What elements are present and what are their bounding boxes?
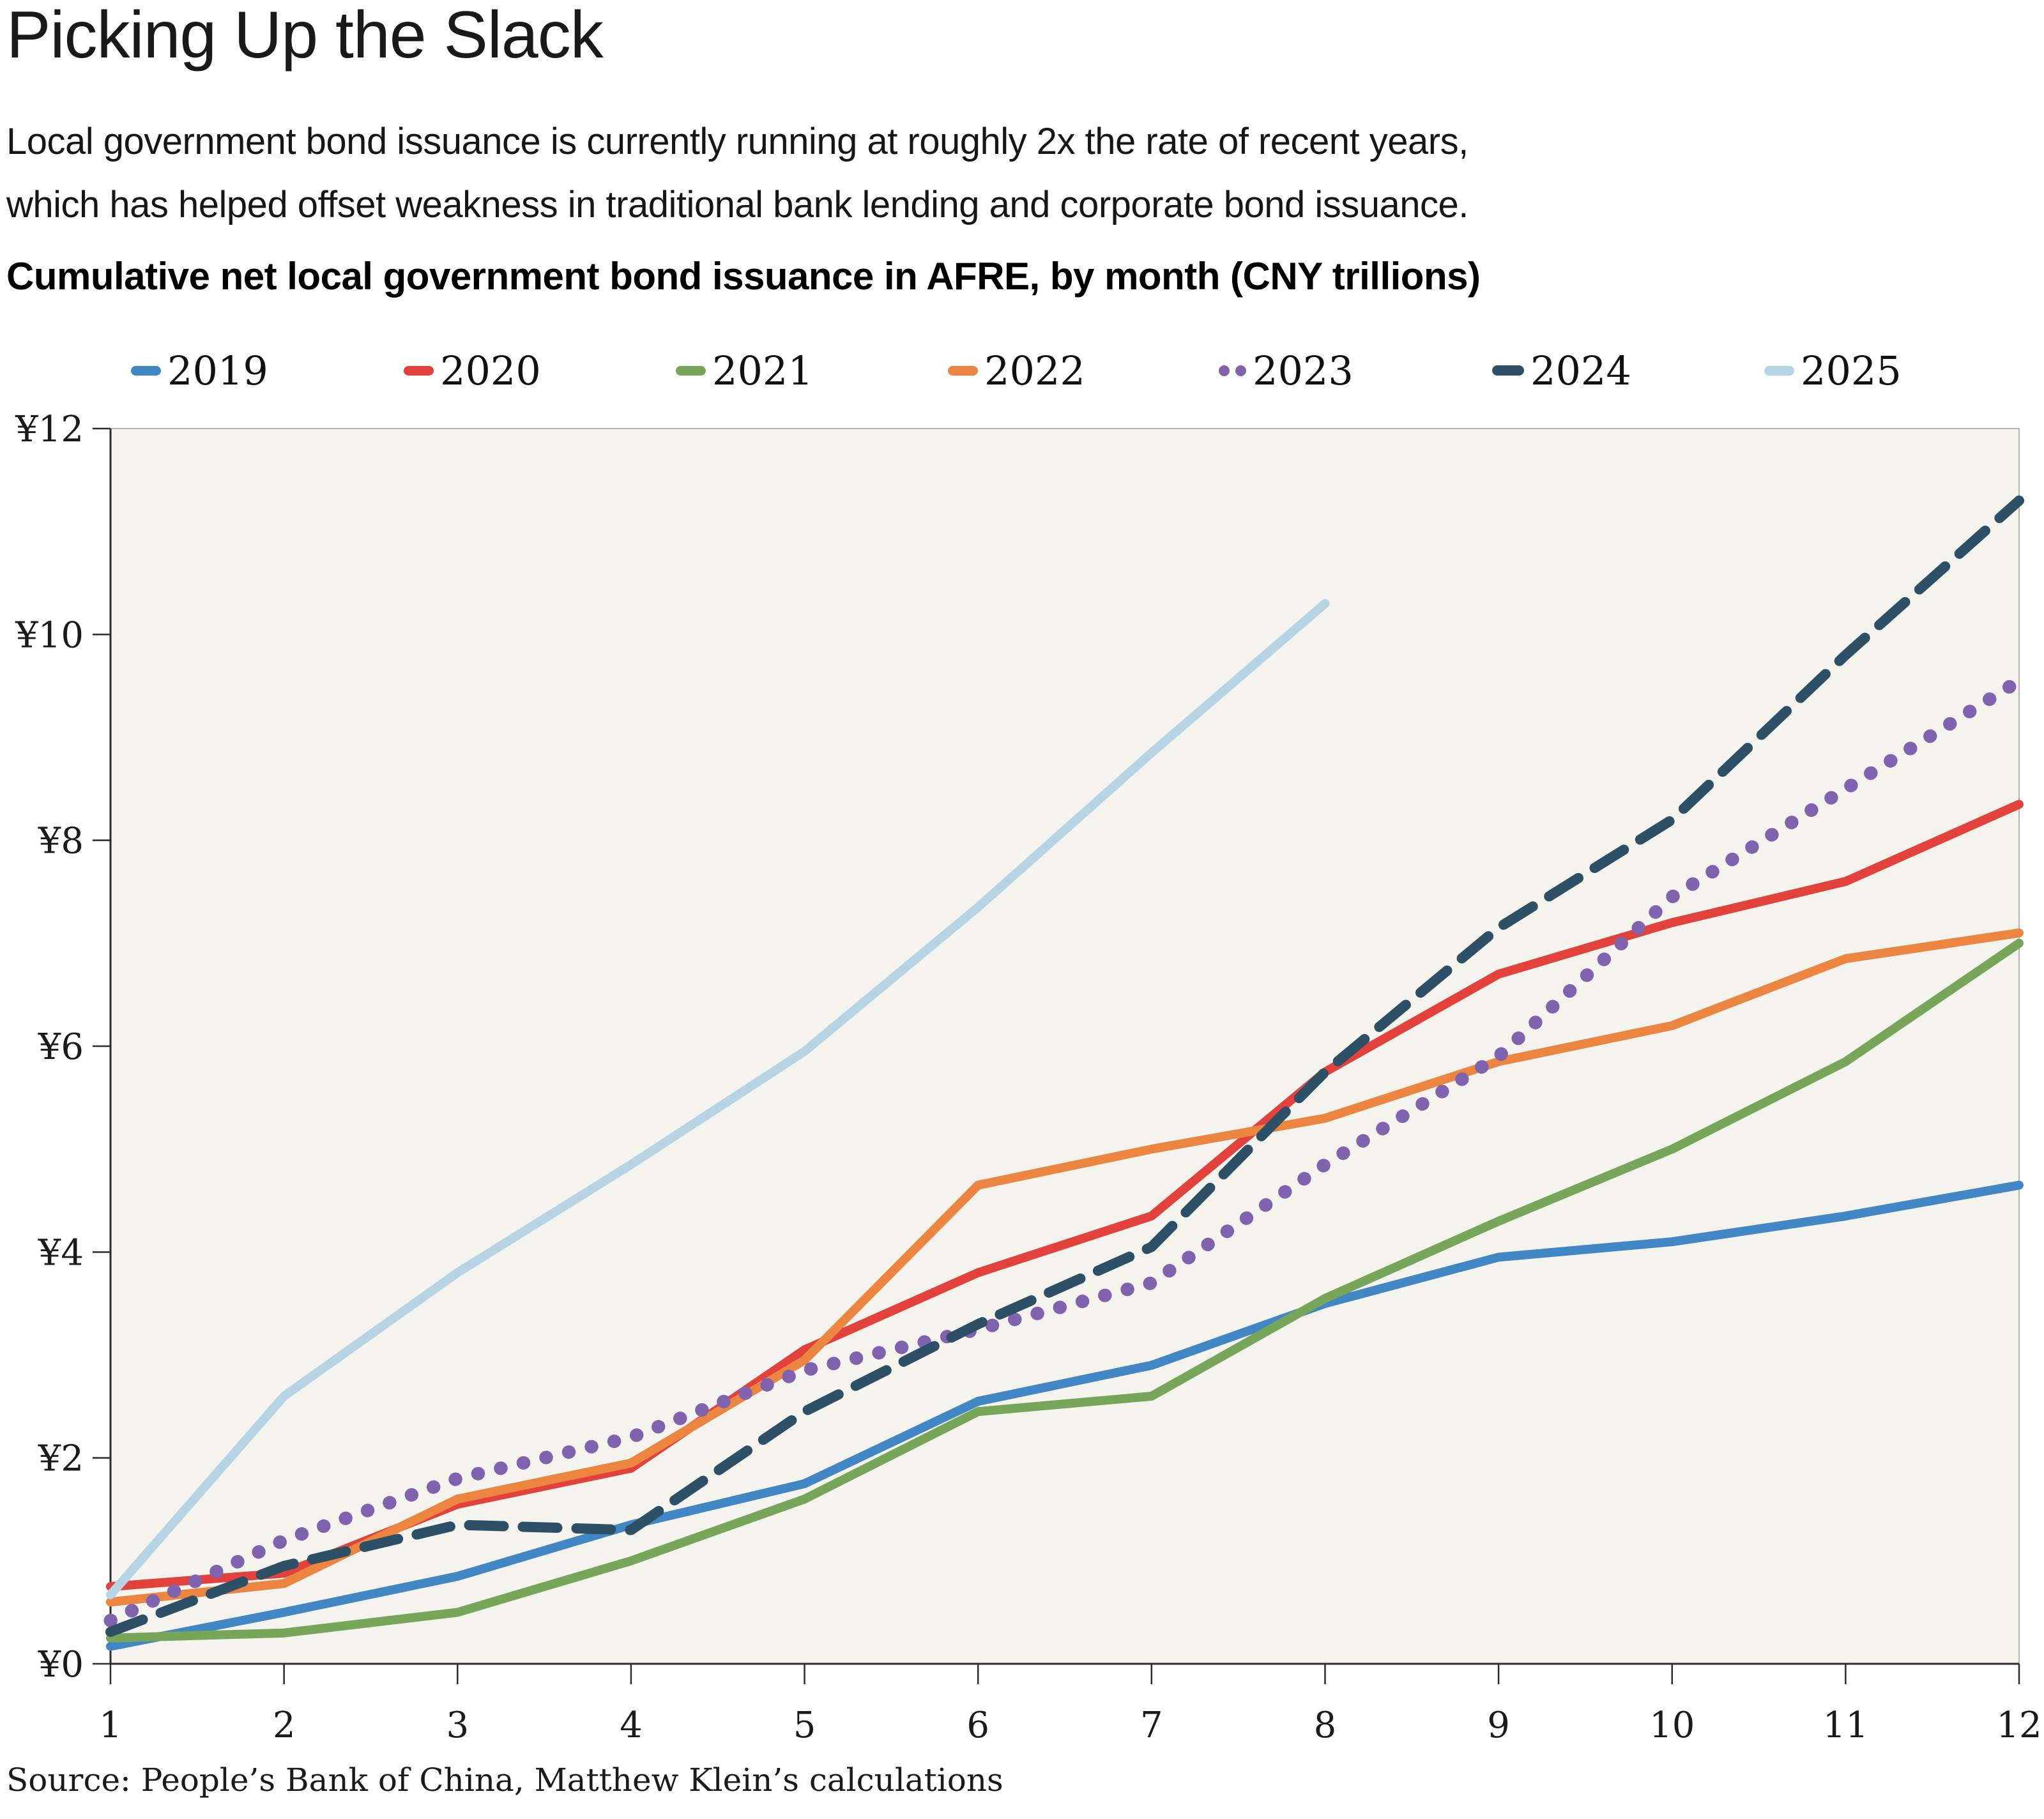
- legend-marker-2021: [676, 365, 706, 376]
- legend-label-2024: 2024: [1530, 347, 1631, 394]
- x-axis-label-3: 3: [446, 1705, 469, 1746]
- legend-label-2023: 2023: [1253, 347, 1354, 394]
- y-axis-label-6: ¥6: [38, 1026, 84, 1068]
- x-axis-label-7: 7: [1140, 1705, 1163, 1746]
- legend-marker-2023: [1219, 365, 1246, 376]
- legend-label-2020: 2020: [440, 347, 541, 394]
- y-axis-label-2: ¥2: [38, 1438, 84, 1480]
- series-line-2019: [106, 1180, 2024, 1651]
- y-axis-label-8: ¥8: [38, 821, 84, 862]
- chart-heading: Cumulative net local government bond iss…: [6, 255, 1481, 298]
- x-axis-label-6: 6: [966, 1705, 989, 1746]
- legend-item-2024: 2024: [1492, 345, 1631, 396]
- legend-item-2021: 2021: [676, 345, 813, 396]
- x-axis-label-8: 8: [1314, 1705, 1337, 1746]
- legend-marker-2022: [948, 365, 978, 376]
- subtitle-line-1: Local government bond issuance is curren…: [6, 121, 1468, 162]
- series-line-2025: [106, 599, 1330, 1599]
- subtitle-line-2: which has helped offset weakness in trad…: [6, 184, 1468, 225]
- legend-label-2019: 2019: [167, 347, 268, 394]
- x-axis-label-2: 2: [273, 1705, 296, 1746]
- chart-legend: 2019 2020 2021 2022 2023 2024 2025: [0, 345, 2044, 402]
- legend-marker-2024: [1492, 365, 1524, 376]
- legend-item-2023: 2023: [1219, 345, 1354, 396]
- source-note: Source: People’s Bank of China, Matthew …: [6, 1762, 1003, 1799]
- page-title: Picking Up the Slack: [6, 0, 604, 72]
- x-axis-label-1: 1: [99, 1705, 122, 1746]
- series-line-2024: [105, 495, 2024, 1637]
- series-line-2021: [106, 938, 2024, 1643]
- legend-item-2019: 2019: [131, 345, 268, 396]
- legend-item-2025: 2025: [1764, 345, 1902, 396]
- x-axis-label-12: 12: [1996, 1705, 2041, 1746]
- y-axis-label-10: ¥10: [15, 614, 84, 656]
- series-line-2022: [106, 928, 2024, 1607]
- legend-item-2020: 2020: [404, 345, 541, 396]
- legend-marker-2025: [1764, 365, 1794, 376]
- x-axis-label-9: 9: [1487, 1705, 1510, 1746]
- legend-label-2025: 2025: [1801, 347, 1902, 394]
- x-axis-label-4: 4: [620, 1705, 643, 1746]
- x-axis-label-5: 5: [793, 1705, 816, 1746]
- chart-subtitle: Local government bond issuance is curren…: [6, 110, 2038, 236]
- legend-marker-2020: [404, 365, 434, 376]
- x-axis-label-10: 10: [1649, 1705, 1695, 1746]
- y-axis-label-0: ¥0: [38, 1644, 84, 1686]
- plot-background: [111, 429, 2019, 1664]
- series-line-2023: [103, 674, 2026, 1627]
- legend-label-2022: 2022: [984, 347, 1085, 394]
- y-axis-label-12: ¥12: [15, 409, 84, 450]
- legend-marker-2019: [131, 365, 161, 376]
- x-axis-label-11: 11: [1823, 1705, 1868, 1746]
- legend-label-2021: 2021: [712, 347, 813, 394]
- y-axis-label-4: ¥4: [38, 1232, 84, 1274]
- legend-item-2022: 2022: [948, 345, 1085, 396]
